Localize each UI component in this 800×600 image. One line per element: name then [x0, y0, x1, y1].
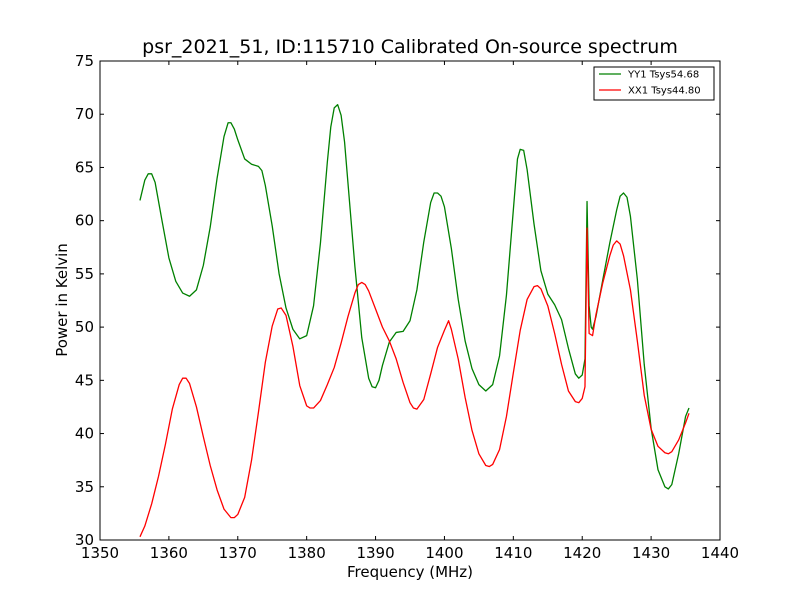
x-tick-label: 1380 — [288, 544, 326, 562]
legend-box — [593, 66, 715, 101]
legend-label-xx1: XX1 Tsys44.80 — [628, 86, 701, 97]
x-axis: 1350 1360 1370 1380 1390 1400 1410 1420 1430 1440 — [81, 61, 739, 562]
x-tick-label: 1390 — [356, 544, 394, 562]
x-tick-label: 1420 — [563, 544, 601, 562]
y-tick-label: 45 — [75, 371, 94, 389]
y-axis: 30 35 40 45 50 55 60 65 70 75 — [75, 52, 720, 549]
y-tick-label: 75 — [75, 52, 94, 70]
y-axis-label: Power in Kelvin — [53, 243, 71, 357]
x-tick-label: 1430 — [632, 544, 670, 562]
legend-label-yy1: YY1 Tsys54.68 — [627, 70, 699, 81]
x-axis-label: Frequency (MHz) — [347, 563, 473, 581]
chart-title: psr_2021_51, ID:115710 Calibrated On-sou… — [142, 36, 678, 58]
plot-frame — [99, 60, 721, 541]
y-tick-label: 50 — [75, 318, 94, 336]
x-tick-label: 1360 — [150, 544, 188, 562]
plot-area — [100, 61, 720, 540]
y-tick-label: 70 — [75, 105, 94, 123]
x-tick-label: 1400 — [425, 544, 463, 562]
x-tick-label: 1440 — [701, 544, 739, 562]
x-tick-label: 1350 — [81, 544, 119, 562]
x-tick-label: 1410 — [494, 544, 532, 562]
y-tick-label: 40 — [75, 425, 94, 443]
series-layer — [139, 103, 690, 538]
x-tick-label: 1370 — [219, 544, 257, 562]
legend: YY1 Tsys54.68 XX1 Tsys44.80 — [593, 66, 715, 101]
series-line-xx1 — [139, 227, 690, 538]
y-tick-label: 30 — [75, 531, 94, 549]
y-tick-label: 65 — [75, 158, 94, 176]
y-tick-label: 55 — [75, 265, 94, 283]
y-tick-label: 60 — [75, 212, 94, 230]
y-tick-label: 35 — [75, 478, 94, 496]
